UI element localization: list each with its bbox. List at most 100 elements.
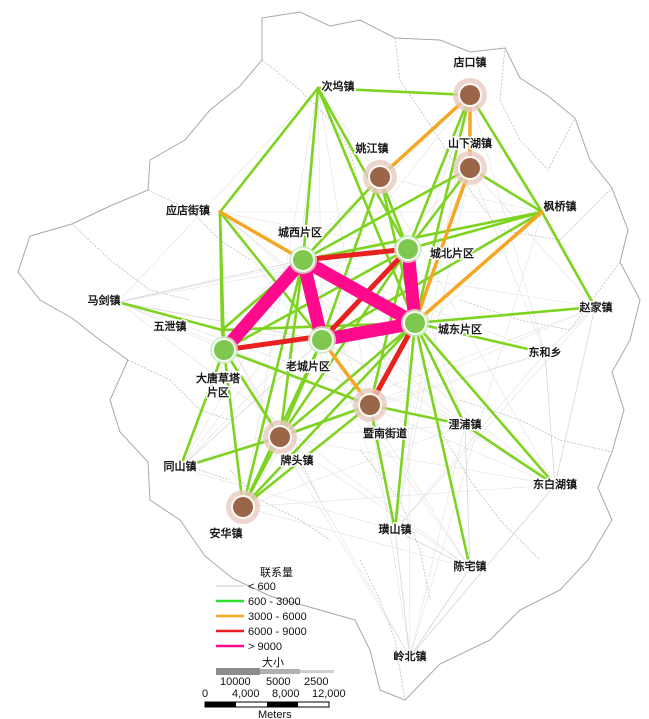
town-label-dt: 大唐草塔片区 (196, 371, 241, 399)
link-bg (242, 506, 471, 569)
node-sx (453, 151, 487, 185)
link-cw-ydj (218, 86, 320, 214)
link-cd-dh (413, 321, 547, 355)
link-sx-cx (301, 166, 472, 262)
link-ydj-dt (218, 210, 226, 352)
link-bg (279, 436, 471, 569)
link-cx-dt (217, 253, 310, 357)
link-mj-cx (117, 259, 304, 303)
link-cz-lp (464, 424, 471, 569)
link-bg (394, 306, 596, 531)
town-label-zj: 赵家镇 (579, 300, 613, 314)
node-dt (210, 336, 238, 364)
link-bg (469, 167, 596, 308)
link-yj-lc (320, 175, 382, 342)
town-label-sx: 山下湖镇 (448, 136, 492, 150)
node-cx (289, 246, 317, 274)
link-dt-ah (222, 348, 245, 509)
link-bg (321, 339, 556, 486)
node-cd (401, 309, 429, 337)
link-bg (394, 352, 546, 531)
link-bg (321, 339, 471, 569)
link-bg (219, 211, 471, 569)
link-jn-ys (368, 403, 397, 532)
town-label-lc: 老城片区 (285, 359, 330, 373)
link-cx-cd (296, 253, 422, 330)
link-cx-ah (241, 258, 305, 509)
link-sx-cd (413, 166, 472, 325)
link-yj-cx (301, 175, 382, 262)
link-ydj-cx (218, 210, 305, 262)
link-cd-db (413, 321, 557, 487)
link-bg (219, 211, 409, 250)
town-label-lb: 岭北镇 (394, 649, 427, 663)
link-bg (117, 248, 409, 303)
node-layer (210, 78, 487, 524)
link-ts-lc (179, 339, 323, 469)
town-label-ys: 璜山镇 (379, 522, 412, 536)
link-dk-cb (406, 93, 472, 251)
link-cb-pt (278, 247, 410, 439)
node-ah (226, 490, 260, 524)
town-label-ah: 安华镇 (210, 526, 243, 540)
town-label-fq: 枫桥镇 (544, 199, 577, 213)
link-cw-dk (316, 86, 472, 97)
link-fq-zj (540, 210, 597, 309)
link-cd-lp (413, 321, 467, 427)
town-label-db: 东白湖镇 (533, 477, 577, 491)
link-cw-cb (316, 86, 410, 251)
link-bg (317, 87, 411, 658)
link-lc-cd (315, 316, 422, 347)
town-label-cd: 城东片区 (438, 322, 482, 336)
link-dk-yj (378, 93, 472, 179)
link-bg (221, 329, 411, 658)
link-cd-ah (241, 321, 417, 509)
link-cw-cx (301, 86, 320, 262)
link-ts-pt (178, 435, 282, 470)
link-bg (179, 306, 596, 469)
node-cb (394, 235, 422, 263)
town-label-pt: 牌头镇 (281, 453, 314, 467)
link-dk-cd (413, 93, 472, 325)
link-bg (117, 301, 225, 351)
town-label-cz: 陈宅镇 (454, 559, 487, 573)
link-dk-fq (468, 93, 544, 214)
link-mj-wx (116, 300, 224, 332)
link-cx-pt (278, 258, 305, 439)
link-cd-zj (413, 305, 597, 325)
link-lb-db (409, 484, 556, 658)
link-bg (117, 87, 319, 303)
link-bg (544, 306, 596, 354)
link-mj-lc (117, 301, 323, 341)
link-lp-db (463, 423, 557, 487)
link-bg (242, 424, 466, 508)
link-cd-pt (278, 321, 417, 439)
link-dt-pt (222, 348, 282, 439)
node-pt (263, 420, 297, 454)
town-label-dh: 东和乡 (529, 345, 562, 359)
town-label-yj: 姚江镇 (355, 141, 389, 155)
link-bg (242, 248, 409, 508)
link-sx-cb (406, 166, 472, 251)
link-fq-cd (413, 210, 544, 325)
link-bg (369, 352, 546, 406)
link-bg (179, 467, 396, 531)
link-fq-cx (301, 210, 544, 262)
town-label-ts: 同山镇 (164, 459, 197, 473)
link-bg (279, 436, 556, 486)
link-lb-ys (394, 529, 411, 658)
link-bg (321, 339, 466, 426)
link-lb-cz (409, 567, 471, 658)
node-jn (353, 388, 387, 422)
link-cz-cd (413, 321, 472, 570)
link-cz-ys (394, 529, 471, 569)
town-label-cx: 城西片区 (278, 225, 322, 239)
link-bg (409, 424, 466, 658)
node-dk (453, 78, 487, 112)
link-cx-cb (300, 246, 411, 263)
town-label-jn: 暨南街道 (363, 426, 407, 440)
link-dt-ts (178, 348, 226, 470)
link-bg (179, 94, 471, 469)
town-label-ydj: 应店街镇 (166, 203, 210, 217)
